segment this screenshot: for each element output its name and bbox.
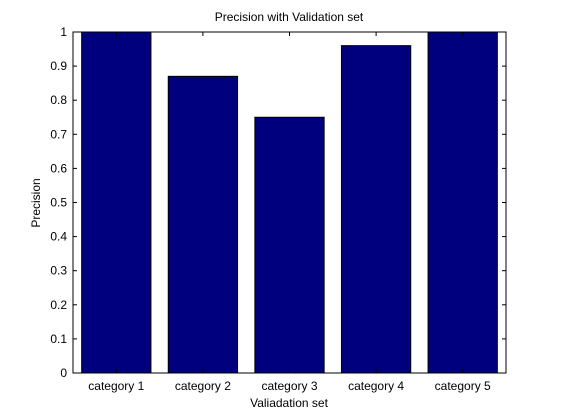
y-tick-label: 1 — [60, 25, 67, 39]
x-tick-label: category 3 — [261, 379, 317, 393]
y-tick-label: 0.6 — [50, 161, 67, 175]
y-tick-label: 0.2 — [50, 298, 67, 312]
y-tick-label: 0 — [60, 366, 67, 380]
y-tick-label: 0.5 — [50, 196, 67, 210]
chart-title: Precision with Validation set — [215, 10, 364, 24]
bar — [81, 31, 152, 374]
x-tick-label: category 4 — [348, 379, 404, 393]
bars-layer — [81, 31, 498, 374]
y-tick-label: 0.1 — [50, 332, 67, 346]
x-tick-label: category 2 — [175, 379, 231, 393]
bar — [427, 31, 498, 374]
bar — [254, 116, 325, 374]
x-axis-ticks: category 1 category 2 category 3 category 4… — [88, 32, 491, 393]
y-axis-ticks: 0 0.1 0.2 0.3 0.4 0.5 0.6 0.7 0.8 0.9 1 — [50, 25, 506, 380]
x-tick-label: category 5 — [435, 379, 491, 393]
y-tick-label: 0.4 — [50, 230, 67, 244]
y-tick-label: 0.7 — [50, 127, 67, 141]
bar — [167, 75, 239, 374]
x-tick-label: category 1 — [88, 379, 144, 393]
y-tick-label: 0.3 — [50, 264, 67, 278]
bar — [340, 45, 412, 374]
y-tick-label: 0.9 — [50, 59, 67, 73]
x-axis-label: Valiadation set — [250, 396, 328, 410]
y-axis-label: Precision — [29, 178, 43, 227]
y-tick-label: 0.8 — [50, 93, 67, 107]
